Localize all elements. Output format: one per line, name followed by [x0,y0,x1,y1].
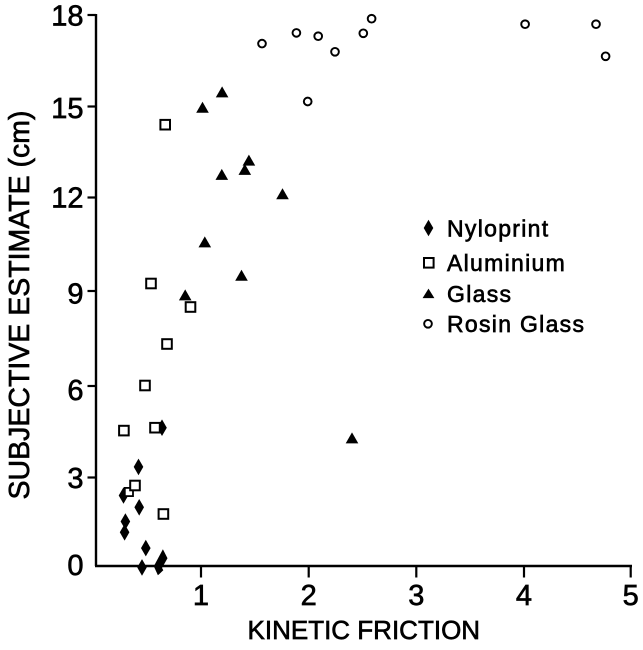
svg-text:0: 0 [67,550,83,582]
svg-text:12: 12 [51,183,83,215]
svg-text:Glass: Glass [447,281,512,307]
svg-text:15: 15 [51,93,83,125]
svg-text:Nyloprint: Nyloprint [447,215,549,241]
svg-text:9: 9 [67,279,83,311]
svg-text:1: 1 [193,580,209,612]
svg-text:Rosin Glass: Rosin Glass [447,311,585,337]
svg-text:SUBJECTIVE ESTIMATE (cm): SUBJECTIVE ESTIMATE (cm) [4,111,36,500]
svg-text:3: 3 [408,580,424,612]
svg-text:Aluminium: Aluminium [447,250,566,276]
svg-text:6: 6 [67,375,83,407]
svg-text:4: 4 [516,580,532,612]
svg-text:KINETIC FRICTION: KINETIC FRICTION [248,615,481,645]
svg-text:3: 3 [67,463,83,495]
svg-text:2: 2 [301,580,317,612]
svg-text:18: 18 [51,1,83,33]
svg-text:5: 5 [623,580,639,612]
